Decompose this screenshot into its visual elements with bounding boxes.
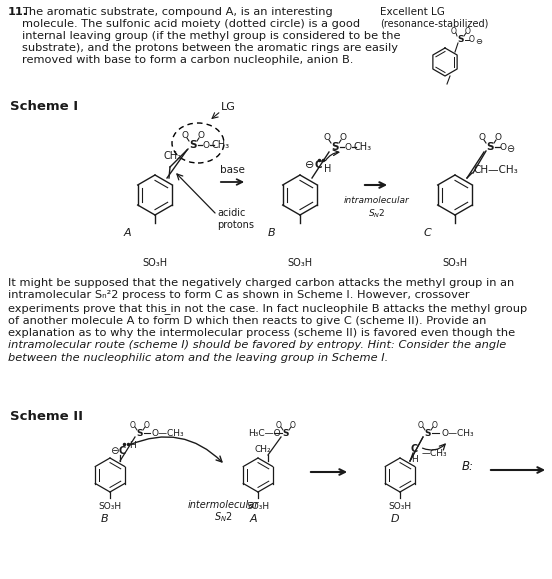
Text: CH₂: CH₂ [164, 151, 182, 161]
Text: SO₃H: SO₃H [389, 502, 412, 511]
Text: B: B [268, 228, 276, 238]
Text: S: S [486, 142, 493, 152]
Text: O: O [290, 420, 296, 430]
Text: LG: LG [221, 102, 236, 112]
Text: O: O [344, 142, 352, 152]
Text: base: base [220, 165, 245, 175]
Text: S: S [458, 35, 464, 45]
Text: Scheme I: Scheme I [10, 100, 78, 113]
Text: O: O [323, 133, 331, 141]
Text: O: O [500, 142, 507, 152]
Text: intermolecular: intermolecular [187, 500, 259, 510]
Text: explanation as to why the intermolecular process (scheme II) is favored even tho: explanation as to why the intermolecular… [8, 328, 515, 338]
Text: The aromatic substrate, compound A, is an interesting: The aromatic substrate, compound A, is a… [22, 7, 333, 17]
Text: removed with base to form a carbon nucleophile, anion B.: removed with base to form a carbon nucle… [22, 55, 353, 65]
Text: CH—CH₃: CH—CH₃ [473, 165, 518, 175]
Text: intramolecular: intramolecular [344, 196, 410, 205]
Text: between the nucleophilic atom and the leaving group in Scheme I.: between the nucleophilic atom and the le… [8, 353, 388, 363]
Text: H: H [325, 164, 332, 174]
Text: S: S [331, 142, 339, 152]
Text: O: O [451, 27, 457, 35]
Text: SO₃H: SO₃H [98, 502, 121, 511]
Text: C: C [423, 228, 431, 238]
Text: B:: B: [462, 460, 474, 473]
Text: (resonance-stabilized): (resonance-stabilized) [380, 19, 489, 29]
Text: CH₃: CH₃ [212, 140, 230, 150]
Text: SO₃H: SO₃H [443, 258, 468, 268]
Text: D: D [391, 514, 399, 524]
Text: —CH₃: —CH₃ [422, 449, 448, 457]
Text: O: O [276, 420, 282, 430]
Text: Scheme II: Scheme II [10, 410, 83, 423]
Text: C: C [410, 444, 418, 454]
Text: C: C [314, 160, 322, 170]
Text: H: H [411, 455, 417, 464]
Text: substrate), and the protons between the aromatic rings are easily: substrate), and the protons between the … [22, 43, 398, 53]
Text: O: O [182, 130, 188, 140]
Text: ⊖: ⊖ [506, 144, 514, 154]
Text: ⊖: ⊖ [110, 446, 118, 456]
Text: CH₂: CH₂ [254, 445, 272, 453]
Text: $S_N2$: $S_N2$ [368, 207, 386, 219]
Text: O: O [130, 420, 136, 430]
Text: O: O [144, 420, 150, 430]
Text: SO₃H: SO₃H [246, 502, 269, 511]
Text: B: B [101, 514, 109, 524]
Text: of another molecule A to form D which then reacts to give C (scheme II). Provide: of another molecule A to form D which th… [8, 316, 486, 325]
Text: S: S [424, 428, 431, 438]
Text: acidic
protons: acidic protons [217, 208, 254, 230]
Text: H₃C—O: H₃C—O [248, 428, 280, 438]
Text: O: O [479, 133, 486, 141]
Text: ⊖: ⊖ [305, 160, 315, 170]
Text: CH₃: CH₃ [354, 142, 372, 152]
Text: 11.: 11. [8, 7, 28, 17]
Text: intramolecular Sₙ²2 process to form C as shown in Scheme I. However, crossover: intramolecular Sₙ²2 process to form C as… [8, 291, 470, 301]
Text: O: O [203, 141, 210, 149]
Text: S: S [137, 428, 144, 438]
Text: $S_N2$: $S_N2$ [214, 510, 232, 524]
Text: intramolecular route (scheme I) should be favored by entropy. Hint: Consider the: intramolecular route (scheme I) should b… [8, 340, 506, 350]
Text: O: O [469, 35, 475, 45]
Text: It might be supposed that the negatively charged carbon attacks the methyl group: It might be supposed that the negatively… [8, 278, 514, 288]
Text: S: S [283, 428, 289, 438]
Text: O: O [198, 130, 204, 140]
Text: experiments prove that this ̲in not the case. In fact nucleophile B attacks the : experiments prove that this ̲in not the … [8, 303, 527, 314]
Text: A: A [123, 228, 131, 238]
Text: ⊖: ⊖ [475, 38, 482, 46]
Text: Excellent LG: Excellent LG [380, 7, 445, 17]
Text: A: A [249, 514, 257, 524]
Text: SO₃H: SO₃H [288, 258, 312, 268]
Text: C: C [118, 446, 126, 456]
Text: C: C [551, 461, 552, 475]
Text: H: H [129, 442, 135, 450]
Text: SO₃H: SO₃H [142, 258, 168, 268]
Text: O: O [432, 420, 438, 430]
Text: S: S [189, 140, 197, 150]
Text: O—CH₃: O—CH₃ [441, 428, 474, 438]
Text: molecule. The sulfonic acid moiety (dotted circle) is a good: molecule. The sulfonic acid moiety (dott… [22, 19, 360, 29]
Text: O: O [339, 133, 347, 141]
Text: O: O [495, 133, 502, 141]
Text: O: O [418, 420, 424, 430]
Text: O: O [465, 27, 471, 35]
Text: internal leaving group (if the methyl group is considered to be the: internal leaving group (if the methyl gr… [22, 31, 401, 41]
Text: O—CH₃: O—CH₃ [152, 428, 184, 438]
